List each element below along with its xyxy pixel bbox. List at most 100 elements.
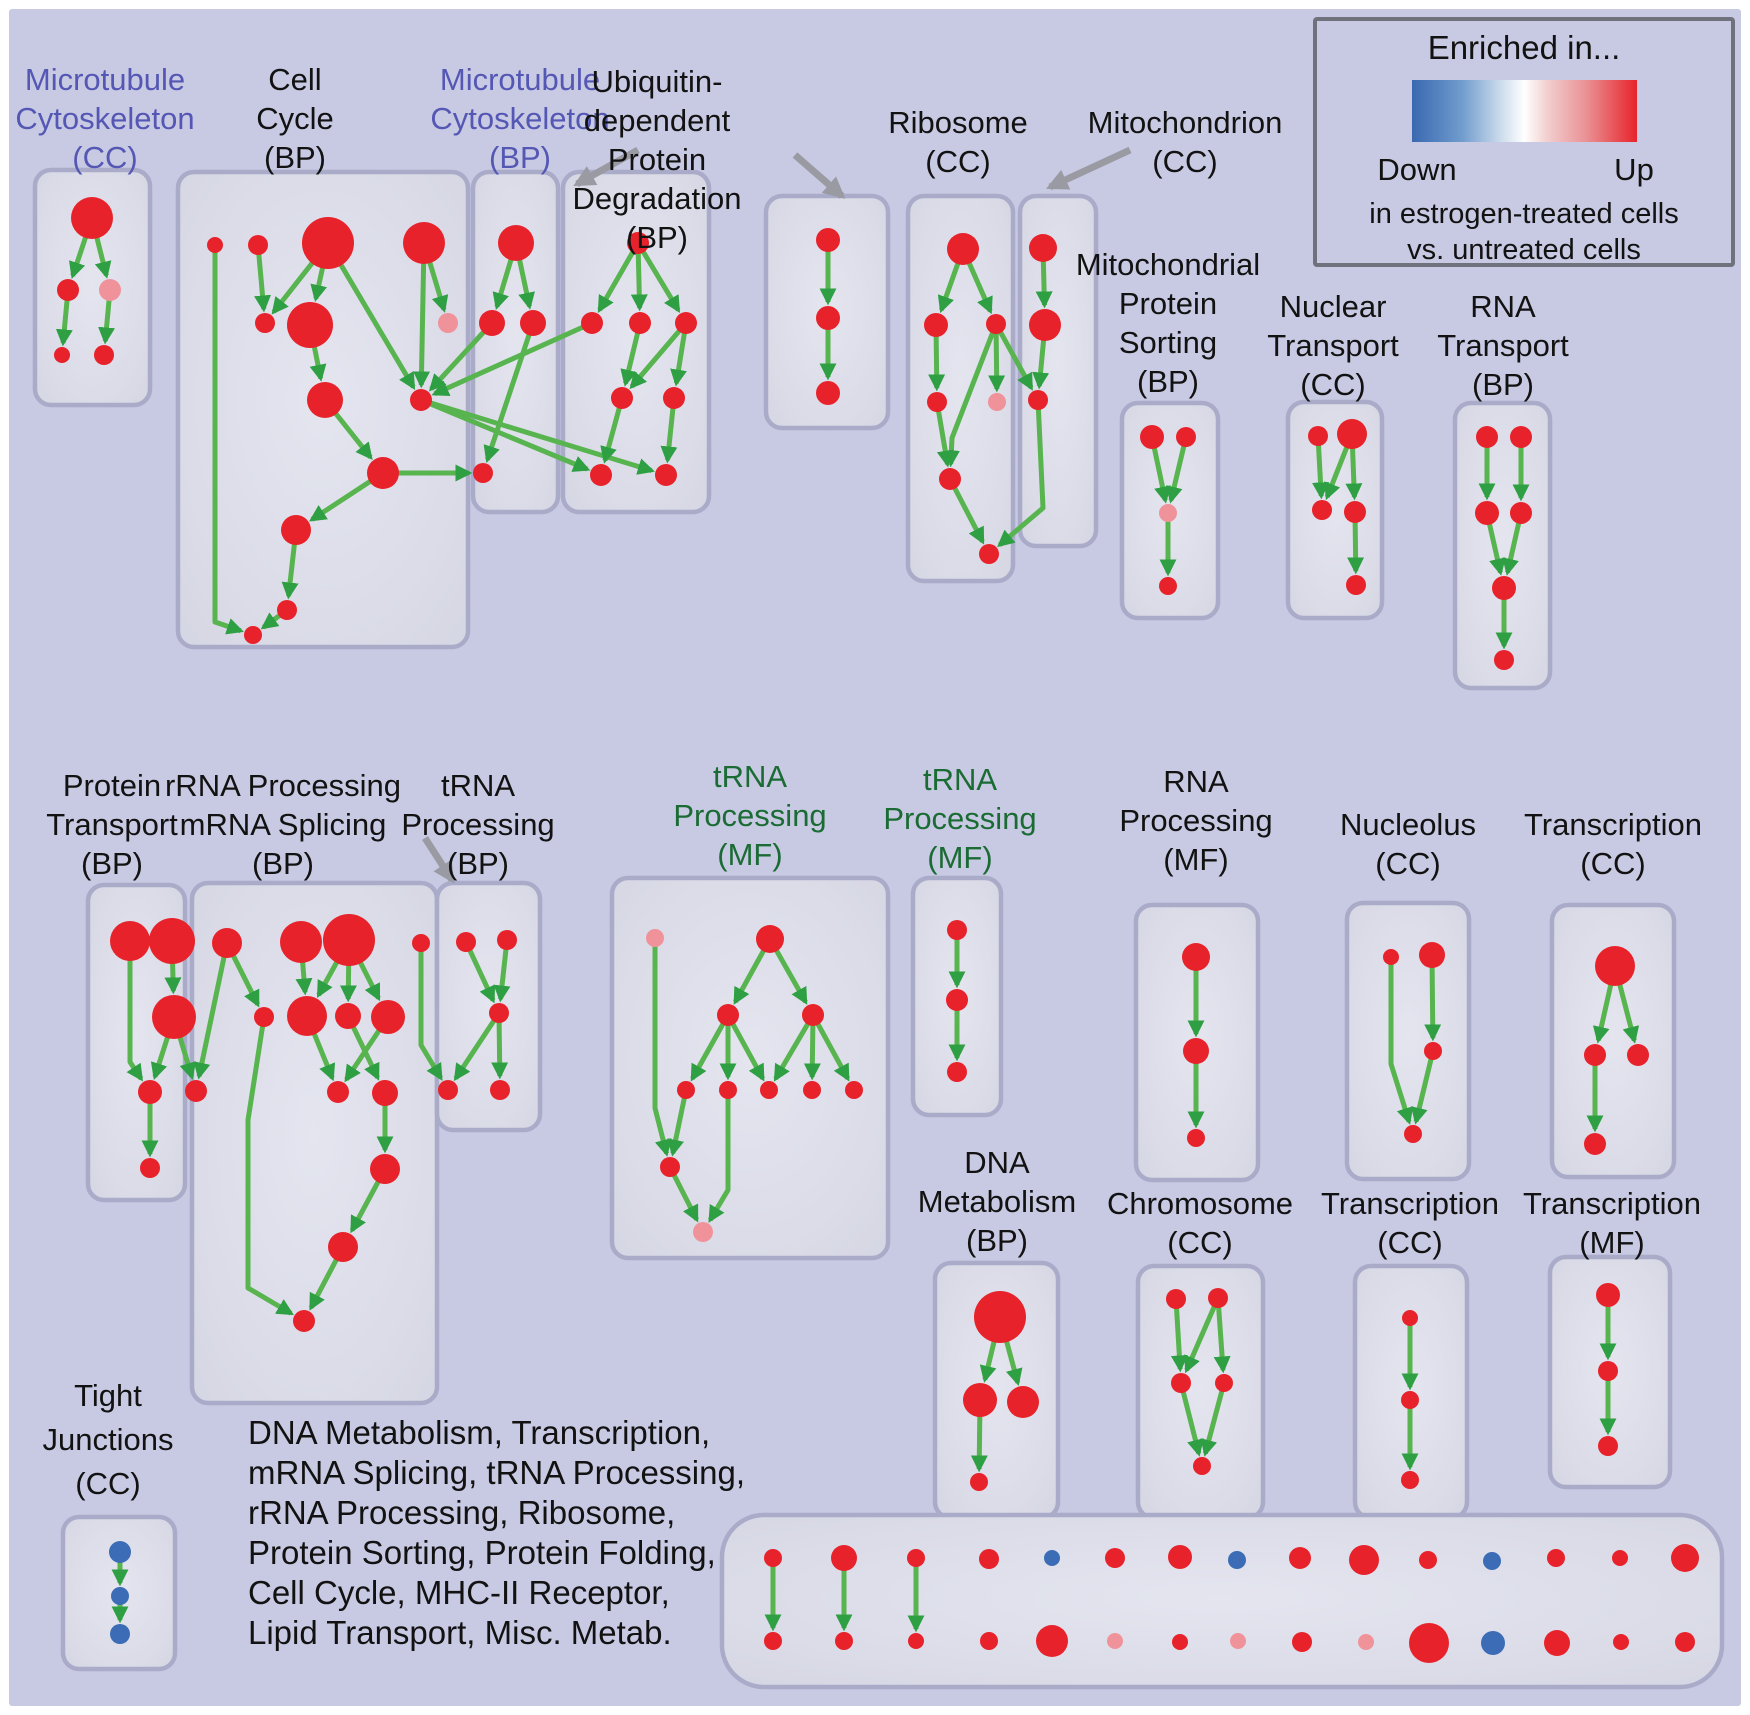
go-term-node-d3 (947, 1062, 967, 1082)
go-term-node-lt5 (1044, 1550, 1060, 1566)
edge-a4-b4 (418, 943, 443, 1081)
go-term-node-lb6 (1107, 1633, 1123, 1649)
go-term-node-q5 (185, 1080, 207, 1102)
go-term-node-lb12 (1481, 1631, 1505, 1655)
edge-c3-c8 (810, 1013, 850, 1082)
edge-a1-q5 (193, 942, 230, 1080)
go-term-node-b1 (456, 932, 476, 952)
go-term-node-cc7 (438, 313, 458, 333)
cluster-box-chromosome-cc (1135, 1263, 1266, 1521)
edge-r3-mt3 (993, 322, 1034, 391)
edge-cc4-cc9 (413, 242, 431, 389)
go-term-node-i3 (1171, 1373, 1191, 1393)
go-term-node-mc3 (99, 279, 121, 301)
arrow-to-ubiquitin-box-1 (573, 146, 640, 188)
go-term-node-i4 (1215, 1374, 1233, 1392)
go-term-node-a2 (280, 921, 322, 963)
edge-cc3-cc9 (325, 241, 416, 391)
go-term-node-a11 (370, 1154, 400, 1184)
go-term-node-a12 (328, 1232, 358, 1262)
edge-cp-c9 (652, 938, 672, 1157)
go-term-node-d1 (947, 920, 967, 940)
go-term-node-c1 (756, 925, 784, 953)
go-term-node-lt14 (1612, 1550, 1628, 1566)
edge-r3-r5 (988, 323, 1006, 393)
go-term-node-lb7 (1172, 1634, 1188, 1650)
go-term-node-mb4 (473, 463, 493, 483)
edge-c4-c9 (667, 1089, 689, 1157)
go-term-node-t3 (1312, 500, 1332, 520)
go-term-node-c6 (760, 1081, 778, 1099)
go-term-node-c8 (845, 1081, 863, 1099)
go-term-node-lt2 (831, 1545, 857, 1571)
go-term-node-lb13 (1544, 1630, 1570, 1656)
go-term-node-a4 (412, 934, 430, 952)
go-term-node-f4 (1404, 1125, 1422, 1143)
go-term-node-i5 (1193, 1457, 1211, 1475)
go-term-node-v2 (816, 306, 840, 330)
edge-u4-u5 (629, 321, 688, 390)
go-term-node-lt8 (1228, 1551, 1246, 1569)
edge-cc1-cc13 (212, 245, 244, 635)
go-term-node-lt4 (979, 1549, 999, 1569)
go-term-node-c4 (677, 1081, 695, 1099)
legend-gradient-bar (1412, 80, 1637, 142)
go-term-node-h2 (963, 1383, 997, 1417)
go-term-node-u4 (675, 312, 697, 334)
go-term-node-lt6 (1105, 1548, 1125, 1568)
go-term-node-j2 (1401, 1391, 1419, 1409)
go-term-node-lb2 (835, 1632, 853, 1650)
edge-b3-b4 (453, 1011, 502, 1082)
go-term-node-lt10 (1349, 1545, 1379, 1575)
edge-b1-b3 (463, 940, 496, 1004)
go-term-node-s1 (1140, 425, 1164, 449)
go-term-node-h3 (1007, 1386, 1039, 1418)
go-term-node-d2 (946, 989, 968, 1011)
go-term-node-cc6 (287, 302, 333, 348)
go-term-node-p6 (1494, 650, 1514, 670)
go-term-node-f1 (1383, 949, 1399, 965)
go-term-node-lt1 (764, 1549, 782, 1567)
go-term-node-e2 (1183, 1038, 1209, 1064)
go-term-node-r5 (988, 393, 1006, 411)
go-term-node-a6 (287, 996, 327, 1036)
go-term-node-v1 (816, 228, 840, 252)
go-term-node-a5 (254, 1007, 274, 1027)
go-term-node-cc8 (307, 382, 343, 418)
go-term-node-cp (646, 929, 664, 947)
edge-i3-i5 (1178, 1382, 1204, 1457)
go-term-node-lt7 (1168, 1545, 1192, 1569)
go-term-node-mc2 (57, 279, 79, 301)
go-term-node-cc1 (207, 237, 223, 253)
go-term-node-e3 (1187, 1129, 1205, 1147)
edge-f1-f4 (1388, 957, 1414, 1125)
cluster-box-ribosome-cc (905, 193, 1016, 584)
go-term-node-a9 (327, 1081, 349, 1103)
go-term-node-lt11 (1419, 1551, 1437, 1569)
cluster-box-nuclear-transport-cc (1285, 399, 1385, 621)
go-term-node-r6 (939, 468, 961, 490)
edge-mb2-cc9 (428, 321, 494, 392)
edge-f2-f3 (1424, 954, 1442, 1042)
go-term-node-lb1 (764, 1632, 782, 1650)
edge-c3-c6 (773, 1013, 816, 1082)
go-term-node-v3 (816, 381, 840, 405)
go-term-node-lb3 (908, 1633, 924, 1649)
go-term-node-i1 (1166, 1289, 1186, 1309)
go-term-node-cc5 (255, 313, 275, 333)
go-term-node-u1 (627, 232, 649, 254)
go-term-node-t2 (1337, 419, 1367, 449)
go-term-node-h4 (970, 1473, 988, 1491)
go-term-node-mt1 (1029, 234, 1057, 262)
go-term-node-b3 (489, 1003, 509, 1023)
go-term-node-c3 (802, 1004, 824, 1026)
go-term-node-f2 (1419, 942, 1445, 968)
go-term-node-lb14 (1613, 1634, 1629, 1650)
go-term-node-cc12 (277, 600, 297, 620)
go-term-node-t1 (1308, 426, 1328, 446)
go-term-node-u7 (590, 464, 612, 486)
edge-c2-c4 (690, 1013, 731, 1082)
go-term-node-mc4 (54, 347, 70, 363)
edge-a5-a13 (245, 1016, 295, 1316)
